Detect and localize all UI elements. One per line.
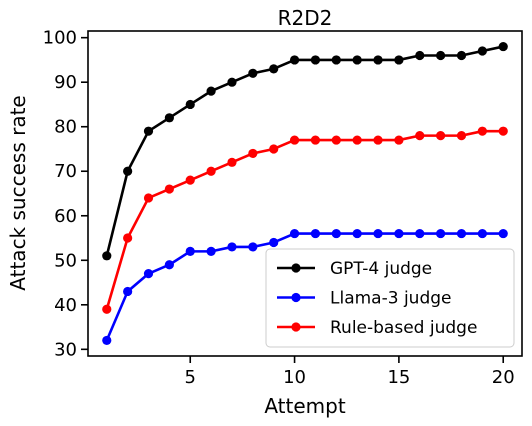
- data-point: [373, 228, 383, 239]
- data-point: [436, 50, 446, 61]
- data-point: [331, 55, 341, 65]
- legend-item: Rule-based judge: [277, 318, 477, 338]
- data-point: [248, 242, 258, 252]
- data-point: [269, 64, 279, 74]
- data-point: [227, 242, 237, 252]
- data-point: [394, 55, 404, 65]
- x-tick-label: 15: [387, 367, 410, 388]
- data-point: [477, 126, 487, 136]
- data-point: [123, 286, 133, 297]
- legend-marker: [291, 322, 301, 332]
- legend-label: Llama-3 judge: [330, 289, 451, 309]
- y-tick-label: 50: [54, 250, 77, 271]
- data-point: [164, 260, 174, 270]
- data-point: [415, 131, 425, 141]
- x-tick-label: 5: [185, 367, 196, 388]
- y-tick-label: 30: [54, 339, 77, 360]
- data-point: [102, 304, 112, 314]
- legend-item: Llama-3 judge: [277, 289, 451, 309]
- series-1: [102, 41, 508, 261]
- data-point: [143, 269, 154, 279]
- y-tick-label: 60: [54, 206, 77, 227]
- y-axis: 30 40 50 60 70 80 90 100: [43, 28, 88, 360]
- data-point: [123, 233, 133, 243]
- data-point: [206, 86, 216, 96]
- data-point: [394, 228, 404, 239]
- y-tick-label: 70: [54, 161, 77, 182]
- y-tick-label: 80: [54, 117, 77, 138]
- series-layer: [102, 41, 508, 346]
- data-point: [498, 41, 508, 52]
- legend-marker: [291, 292, 301, 303]
- data-point: [227, 77, 237, 87]
- data-point: [206, 166, 216, 176]
- data-point: [164, 184, 174, 194]
- data-point: [310, 228, 321, 239]
- data-point: [456, 50, 467, 61]
- data-point: [143, 126, 154, 136]
- legend-marker: [291, 263, 301, 273]
- data-point: [289, 228, 300, 239]
- series-line: [105, 45, 504, 257]
- data-point: [456, 131, 467, 141]
- data-point: [289, 55, 300, 65]
- series-2: [102, 228, 508, 346]
- data-point: [206, 246, 216, 256]
- legend-label: GPT-4 judge: [330, 259, 432, 279]
- data-point: [415, 50, 425, 61]
- data-point: [352, 135, 362, 145]
- data-point: [143, 193, 154, 203]
- legend-box: [265, 248, 515, 348]
- y-tick-label: 40: [54, 295, 77, 316]
- y-tick-label: 90: [54, 72, 77, 93]
- data-point: [248, 68, 258, 78]
- data-point: [331, 135, 341, 145]
- data-point: [394, 135, 404, 145]
- data-point: [248, 148, 258, 159]
- data-point: [436, 228, 446, 239]
- data-point: [185, 246, 195, 256]
- data-point: [227, 157, 237, 167]
- chart-title: R2D2: [278, 6, 333, 30]
- x-axis-label: Attempt: [264, 394, 345, 418]
- data-point: [123, 166, 133, 176]
- data-point: [102, 335, 112, 346]
- data-point: [352, 55, 362, 65]
- data-point: [373, 135, 383, 145]
- data-point: [269, 237, 279, 248]
- data-point: [436, 131, 446, 141]
- x-tick-label: 10: [283, 367, 306, 388]
- data-point: [415, 228, 425, 239]
- legend-label: Rule-based judge: [330, 318, 477, 338]
- data-point: [269, 144, 279, 154]
- data-point: [185, 99, 195, 110]
- data-point: [456, 228, 467, 239]
- data-point: [310, 55, 321, 65]
- y-tick-label: 100: [43, 28, 77, 49]
- data-point: [477, 228, 487, 239]
- legend: GPT-4 judge Llama-3 judge Rule-based judge: [265, 248, 515, 348]
- data-point: [289, 135, 300, 145]
- data-point: [102, 251, 112, 261]
- data-point: [185, 175, 195, 185]
- plot-frame: [87, 30, 523, 357]
- legend-item: GPT-4 judge: [277, 259, 432, 279]
- data-point: [352, 228, 362, 239]
- x-tick-label: 20: [492, 367, 515, 388]
- data-point: [331, 228, 341, 239]
- x-axis: 5 10 15 20: [185, 356, 515, 388]
- data-point: [310, 135, 321, 145]
- series-3: [102, 126, 508, 314]
- data-point: [477, 46, 487, 56]
- data-point: [373, 55, 383, 65]
- data-point: [498, 228, 508, 239]
- data-point: [498, 126, 508, 136]
- y-axis-label: Attack success rate: [6, 95, 30, 290]
- data-point: [164, 113, 174, 123]
